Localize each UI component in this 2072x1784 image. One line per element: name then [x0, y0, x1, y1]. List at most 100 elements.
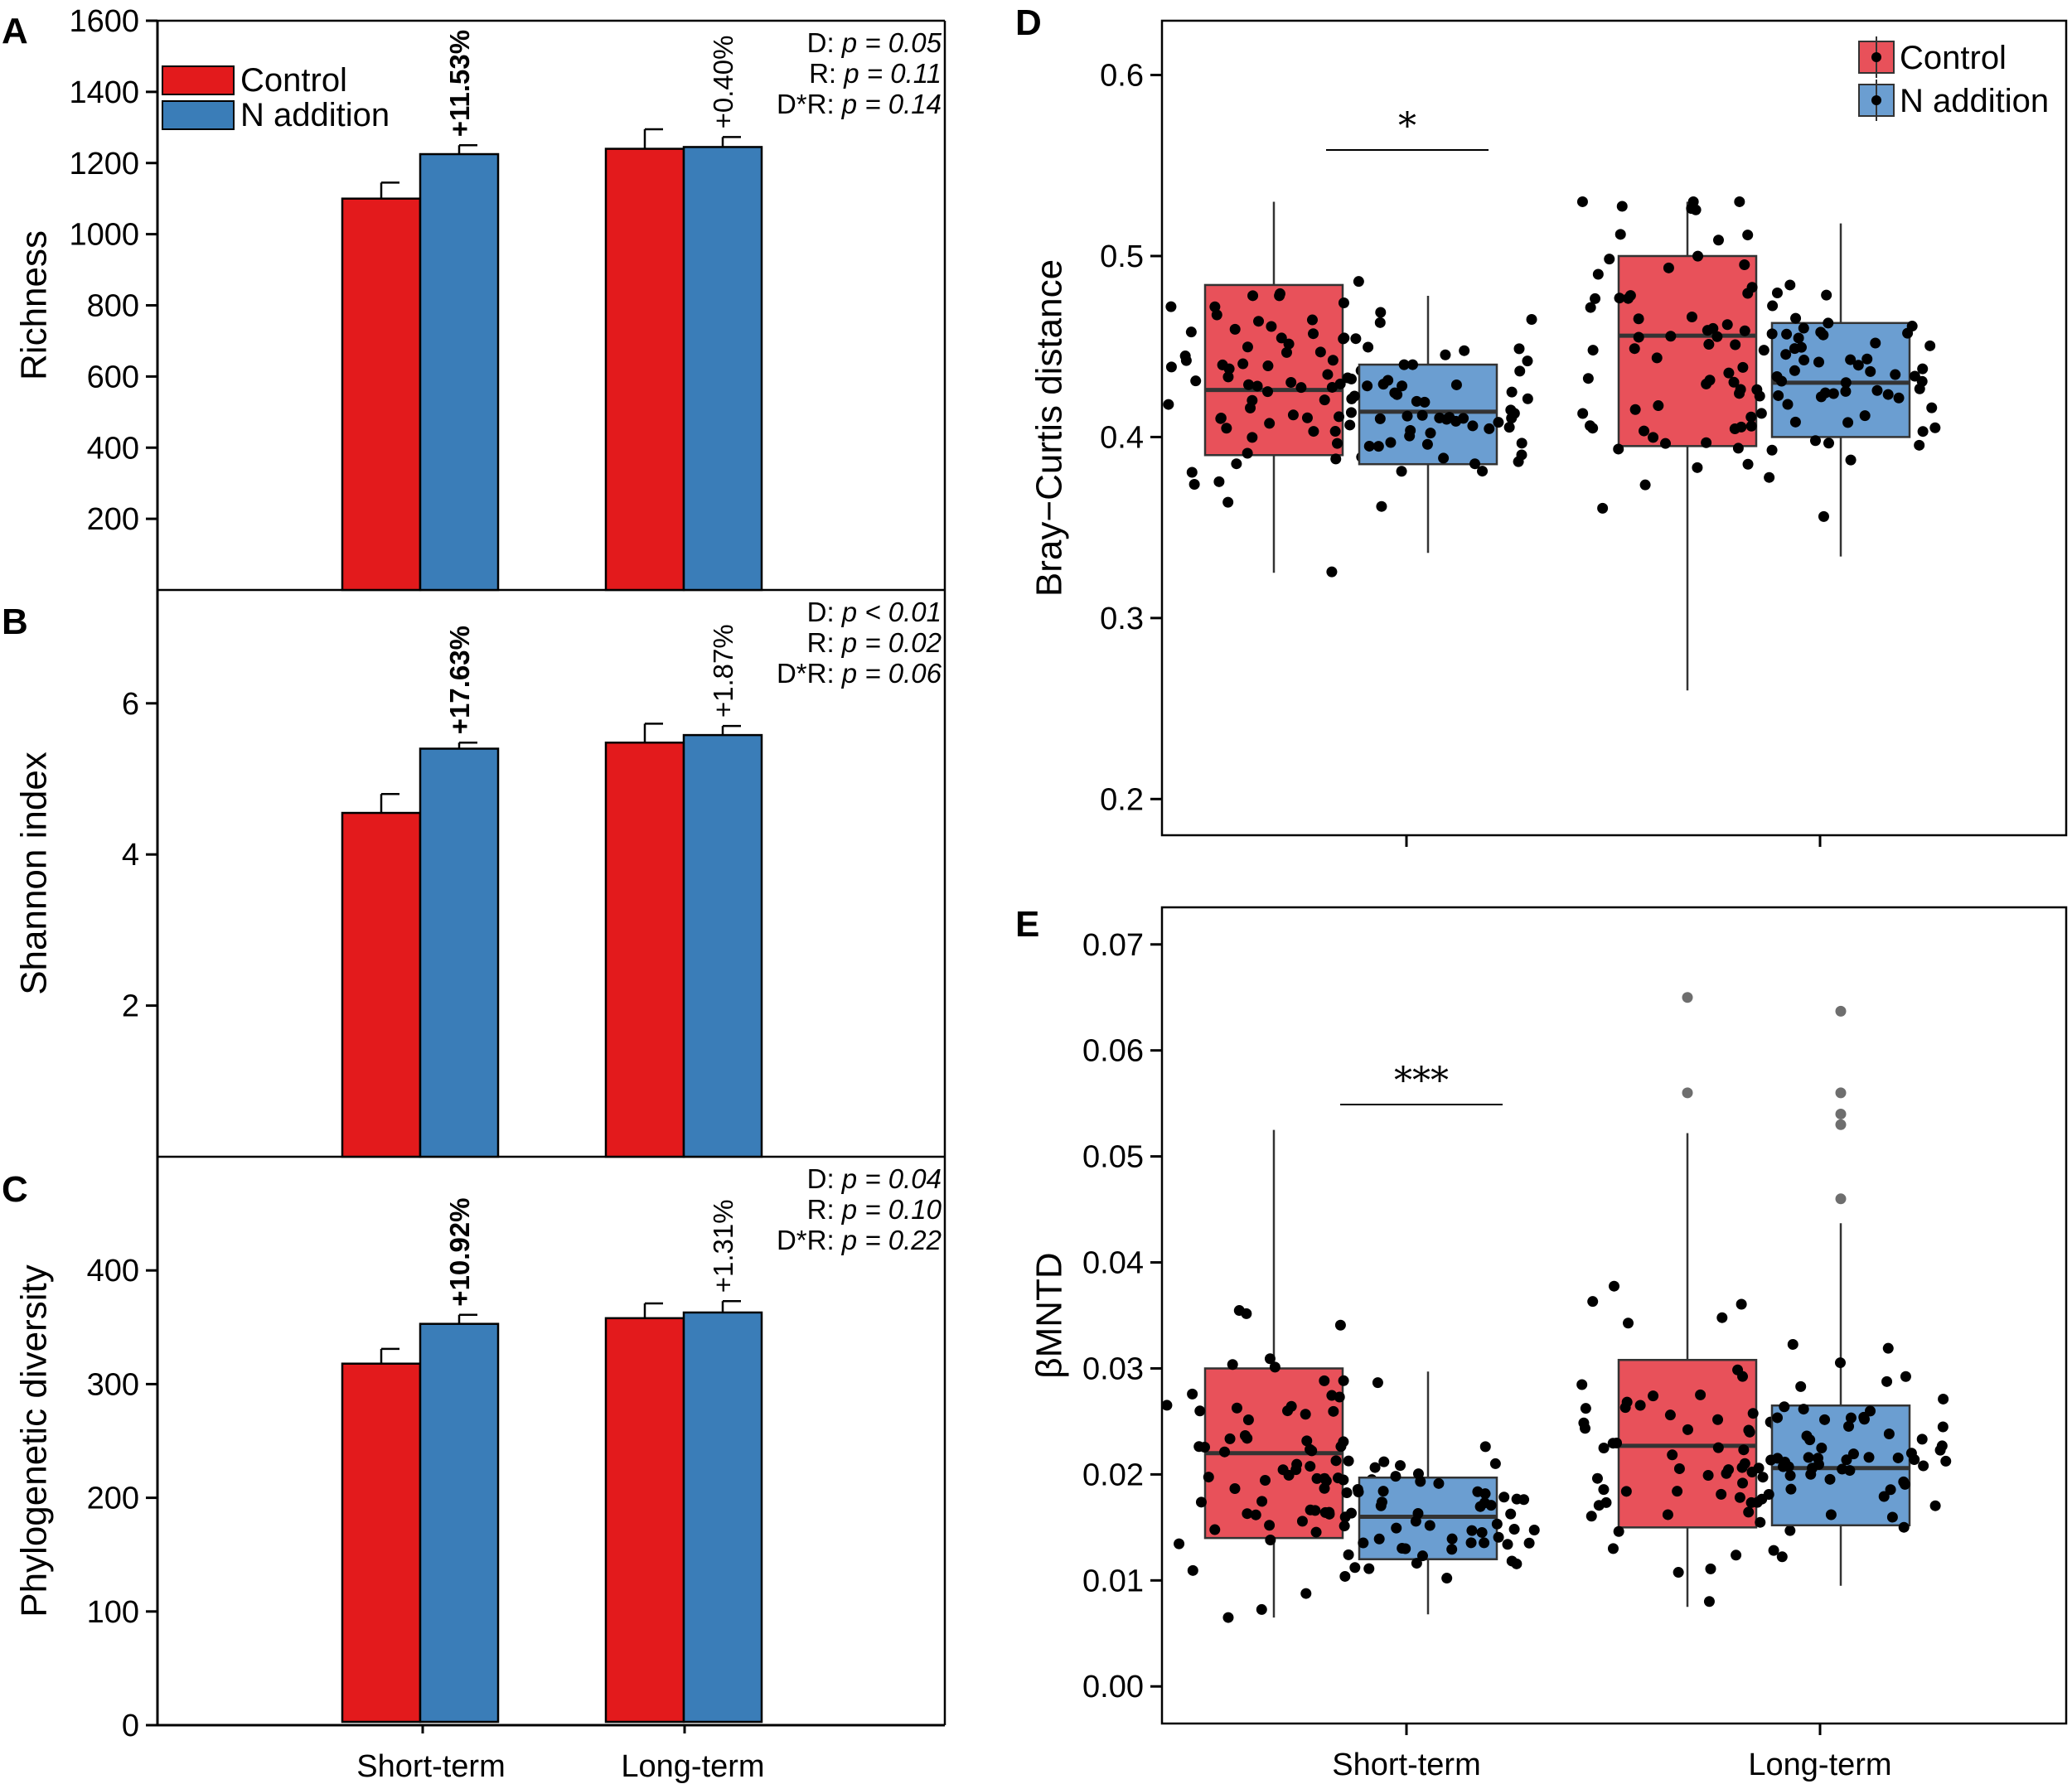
data-point-D — [1746, 282, 1758, 293]
data-point-D — [1809, 435, 1821, 447]
data-point-D — [1840, 385, 1852, 397]
bar-C-control-short-term — [341, 1362, 422, 1724]
data-point-E — [1412, 1508, 1424, 1520]
data-point-D — [1926, 402, 1938, 413]
data-point-D — [1576, 196, 1588, 207]
bar-C-n-addition-long-term — [682, 1311, 763, 1724]
data-point-E — [1898, 1476, 1910, 1487]
box-E-control-long-term — [1617, 1358, 1758, 1529]
data-point-E — [1493, 1531, 1504, 1543]
y-tick-label-A: 600 — [87, 360, 139, 394]
data-point-D — [1865, 365, 1876, 377]
data-point-D — [1229, 323, 1241, 335]
data-point-D — [1736, 421, 1747, 433]
data-point-E — [1578, 1417, 1590, 1429]
data-point-E — [1813, 1453, 1824, 1464]
stat-factor: D*R: — [777, 89, 842, 119]
data-point-E — [1772, 1412, 1784, 1424]
data-point-D — [1914, 383, 1925, 394]
data-point-D — [1790, 312, 1802, 324]
data-point-D — [1739, 259, 1750, 270]
percent-label-B: +1.87% — [708, 624, 738, 718]
data-point-E — [1229, 1482, 1241, 1494]
data-point-D — [1319, 394, 1330, 406]
data-point-E — [1341, 1487, 1353, 1499]
data-point-D — [1585, 302, 1596, 313]
data-point-E — [1845, 1412, 1857, 1424]
data-point-D — [1374, 413, 1386, 424]
data-point-D — [1190, 375, 1202, 387]
data-point-D — [1243, 379, 1255, 390]
data-point-E — [1363, 1563, 1375, 1574]
stat-line-C: R: p = 0.10 — [807, 1194, 942, 1225]
bar-A-control-short-term — [341, 197, 422, 592]
data-point-E — [1250, 1509, 1261, 1521]
data-point-E — [1300, 1588, 1312, 1599]
outlier-point-E — [1682, 1087, 1693, 1099]
bar-B-control-long-term — [604, 741, 685, 1158]
data-point-D — [1477, 466, 1489, 477]
data-point-D — [1823, 438, 1834, 449]
data-point-E — [1305, 1443, 1316, 1455]
data-point-D — [1389, 387, 1401, 399]
data-point-E — [1416, 1550, 1428, 1562]
data-point-E — [1798, 1404, 1809, 1415]
data-point-D — [1484, 423, 1495, 434]
data-point-D — [1301, 412, 1313, 423]
data-point-E — [1233, 1305, 1245, 1317]
data-point-E — [1673, 1567, 1684, 1579]
data-point-E — [1256, 1603, 1267, 1615]
data-point-E — [1721, 1467, 1732, 1479]
data-point-E — [1807, 1462, 1818, 1474]
data-point-D — [1165, 361, 1177, 373]
data-point-E — [1264, 1520, 1276, 1531]
data-point-E — [1343, 1549, 1354, 1560]
panel-letter-D: D — [1015, 2, 1042, 43]
data-point-E — [1319, 1506, 1331, 1518]
data-point-D — [1438, 452, 1450, 464]
data-point-E — [1591, 1472, 1603, 1484]
y-axis-label-E: βMNTD — [1029, 1252, 1069, 1378]
significance-label-D: * — [1398, 105, 1416, 147]
outlier-point-E — [1835, 1087, 1847, 1099]
stat-line-C: D*R: p = 0.22 — [777, 1225, 942, 1255]
data-point-D — [1821, 289, 1832, 301]
bar-B-n-addition-short-term — [419, 747, 500, 1158]
data-point-E — [1269, 1361, 1280, 1373]
outlier-point-E — [1682, 992, 1693, 1003]
outlier-point-E — [1835, 1119, 1847, 1130]
data-point-D — [1692, 462, 1703, 473]
data-point-E — [1779, 1401, 1790, 1413]
data-point-E — [1296, 1516, 1308, 1527]
data-point-E — [1239, 1430, 1251, 1442]
data-point-D — [1648, 432, 1659, 443]
bar-C-control-long-term — [604, 1317, 685, 1724]
data-point-D — [1516, 449, 1527, 461]
data-point-D — [1264, 418, 1276, 429]
data-point-D — [1345, 407, 1357, 418]
data-point-D — [1651, 352, 1663, 364]
data-point-D — [1402, 410, 1413, 422]
data-point-D — [1776, 375, 1788, 387]
data-point-D — [1163, 399, 1174, 410]
y-axis-label-C: Phylogenetic diversity — [13, 1264, 54, 1617]
data-point-E — [1667, 1449, 1678, 1461]
data-point-D — [1660, 438, 1672, 449]
stat-p-value: p = 0.04 — [841, 1163, 942, 1194]
data-point-E — [1785, 1483, 1797, 1495]
data-point-E — [1479, 1441, 1491, 1453]
data-point-E — [1743, 1506, 1755, 1518]
data-point-E — [1703, 1596, 1715, 1608]
outlier-point-E — [1835, 1193, 1847, 1205]
data-point-D — [1469, 458, 1481, 470]
y-tick-label-D: 0.5 — [1100, 239, 1144, 274]
y-tick-label-C: 0 — [122, 1709, 139, 1743]
data-point-D — [1215, 413, 1227, 424]
data-point-E — [1816, 1442, 1828, 1453]
data-point-D — [1179, 351, 1191, 362]
panel-letter-A: A — [2, 11, 28, 51]
frame-E — [1160, 906, 2068, 1725]
data-point-D — [1434, 412, 1445, 423]
stat-p-value: p = 0.02 — [841, 627, 942, 658]
